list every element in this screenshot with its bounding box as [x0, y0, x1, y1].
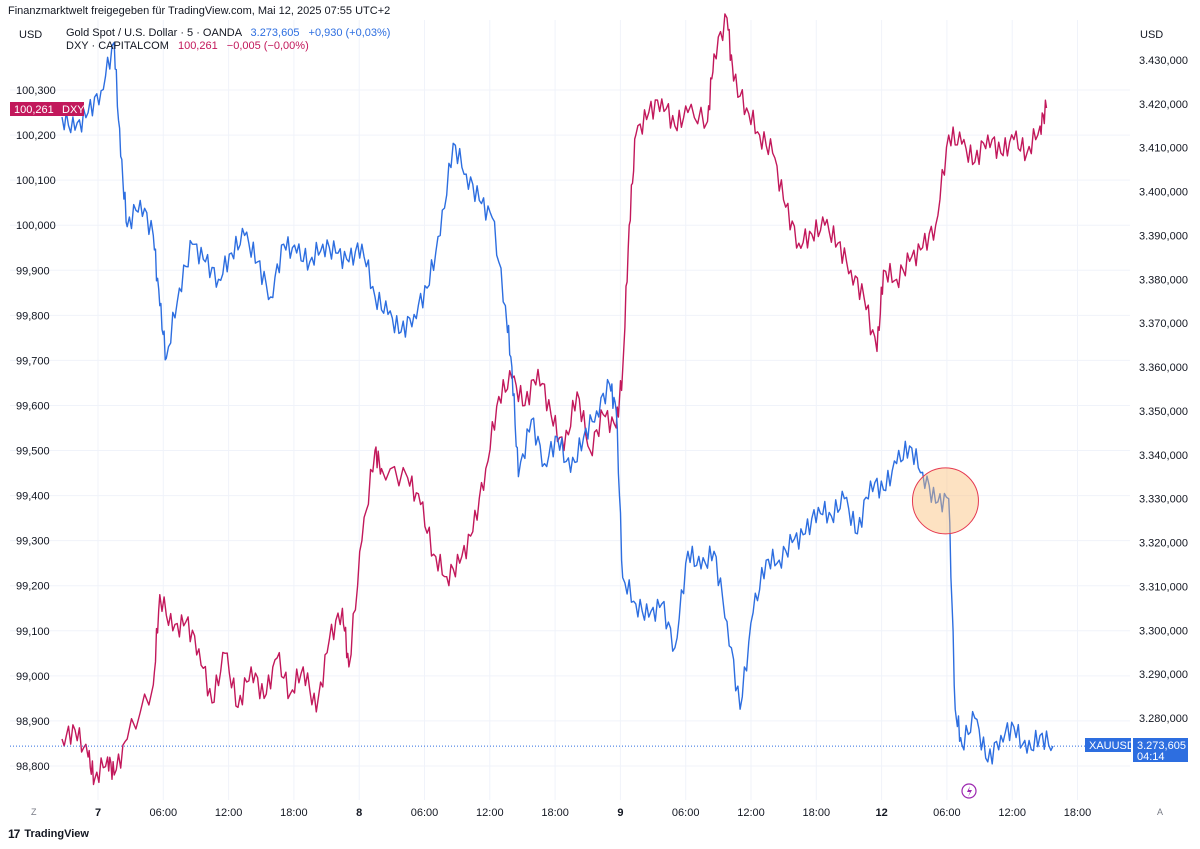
publisher-header: Finanzmarktwelt freigegeben für TradingV… [8, 5, 391, 17]
left-axis-currency: USD [19, 29, 42, 41]
dxy-price-label-value: 100,261 [14, 104, 54, 116]
left-tick-label: 99,100 [16, 626, 50, 638]
right-tick-label: 3.350,000 [1139, 406, 1188, 418]
time-tick-label: 9 [617, 807, 623, 819]
annotation-circle [911, 467, 979, 535]
left-tick-label: 99,500 [16, 446, 50, 458]
right-tick-label: 3.400,000 [1139, 187, 1188, 199]
legend-dxy: DXY · CAPITALCOM 100,261 −0,005 (−0,00%) [66, 40, 309, 52]
time-tick-label: 12:00 [215, 807, 243, 819]
left-tick-label: 98,800 [16, 761, 50, 773]
left-tick-label: 99,800 [16, 310, 50, 322]
xauusd-countdown: 04:14 [1137, 751, 1165, 763]
time-tick-label: 06:00 [933, 807, 961, 819]
legend-dxy-change: −0,005 (−0,00%) [226, 40, 309, 52]
left-tick-label: 100,300 [16, 85, 56, 97]
left-tick-label: 100,200 [16, 130, 56, 142]
xauusd-tag: XAUUSD [1089, 740, 1135, 752]
right-tick-label: 3.290,000 [1139, 669, 1188, 681]
time-tick-label: 18:00 [803, 807, 831, 819]
footer-brand-text: TradingView [24, 828, 89, 840]
time-tick-label: 12 [875, 807, 887, 819]
time-tick-label: 06:00 [411, 807, 439, 819]
time-tick-label: 12:00 [998, 807, 1026, 819]
time-tick-label: 12:00 [476, 807, 504, 819]
time-axis-ticks: 7 06:00 12:00 18:00 8 06:00 12:00 18:00 9 06:00 12… [95, 807, 1091, 819]
xauusd-price-label-bg [1133, 738, 1188, 762]
legend-gold: Gold Spot / U.S. Dollar · 5 · OANDA 3.27… [66, 27, 390, 39]
right-tick-label: 3.330,000 [1139, 494, 1188, 506]
right-tick-label: 3.380,000 [1139, 274, 1188, 286]
left-tick-label: 99,200 [16, 581, 50, 593]
price-lines [10, 13, 1085, 786]
left-tick-label: 99,700 [16, 355, 50, 367]
right-tick-label: 3.360,000 [1139, 362, 1188, 374]
tradingview-logo-icon: 17 [8, 827, 20, 841]
time-tick-label: 18:00 [541, 807, 569, 819]
left-tick-label: 100,100 [16, 175, 56, 187]
right-tick-label: 3.300,000 [1139, 625, 1188, 637]
right-tick-label: 3.320,000 [1139, 538, 1188, 550]
right-tick-label: 3.310,000 [1139, 581, 1188, 593]
left-tick-label: 98,900 [16, 716, 50, 728]
left-tick-label: 99,300 [16, 536, 50, 548]
time-tick-label: 06:00 [672, 807, 700, 819]
right-tick-label: 3.420,000 [1139, 99, 1188, 111]
time-tick-label: 06:00 [150, 807, 178, 819]
legend-gold-value: 3.273,605 [250, 27, 300, 39]
legend-dxy-name: DXY · CAPITALCOM [66, 40, 169, 52]
dxy-price-label-tag: DXY [62, 104, 85, 116]
auto-scale-control[interactable]: A [1157, 807, 1163, 817]
lightning-icon [967, 786, 972, 797]
series-line-gold [61, 41, 1054, 765]
right-tick-label: 3.340,000 [1139, 450, 1188, 462]
grid-lines [10, 20, 1130, 800]
legend-gold-change: +0,930 (+0,03%) [308, 27, 391, 39]
time-tick-label: 18:00 [280, 807, 308, 819]
zoom-control[interactable]: Z [31, 807, 37, 817]
time-tick-label: 7 [95, 807, 101, 819]
legend-gold-name: Gold Spot / U.S. Dollar · 5 · OANDA [66, 27, 242, 39]
left-tick-label: 99,000 [16, 671, 50, 683]
time-tick-label: 12:00 [737, 807, 765, 819]
time-tick-label: 18:00 [1064, 807, 1092, 819]
right-tick-label: 3.280,000 [1139, 713, 1188, 725]
series-line-dxy [61, 13, 1048, 786]
xauusd-price-label-value: 3.273,605 [1137, 740, 1186, 752]
right-tick-label: 3.430,000 [1139, 55, 1188, 67]
right-tick-label: 3.410,000 [1139, 143, 1188, 155]
left-tick-label: 100,000 [16, 220, 56, 232]
legend-dxy-value: 100,261 [177, 40, 218, 52]
left-axis-ticks: 100,300 100,200 100,100 100,000 99,900 99,800… [16, 85, 56, 773]
left-tick-label: 99,600 [16, 400, 50, 412]
right-axis-ticks: 3.430,000 3.420,000 3.410,000 3.400,000 3.39… [1139, 55, 1188, 725]
right-tick-label: 3.370,000 [1139, 318, 1188, 330]
dxy-price-label-bg [10, 102, 84, 116]
left-tick-label: 99,400 [16, 491, 50, 503]
left-tick-label: 99,900 [16, 265, 50, 277]
time-tick-label: 8 [356, 807, 362, 819]
right-axis-currency: USD [1140, 29, 1163, 41]
right-tick-label: 3.390,000 [1139, 230, 1188, 242]
footer-brand[interactable]: 17 TradingView [8, 827, 89, 841]
xauusd-tag-bg [1085, 738, 1131, 752]
